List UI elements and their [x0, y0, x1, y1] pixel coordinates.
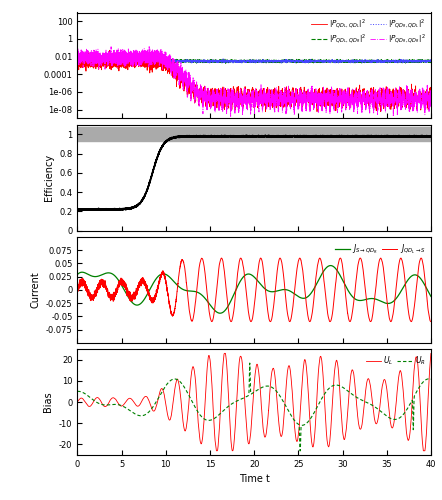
Y-axis label: Bias: Bias — [43, 392, 53, 412]
$J_{QD_L \rightarrow S}$ — [75, 284, 80, 290]
X-axis label: Time t: Time t — [239, 474, 270, 484]
$|P_{QD_L,QD_L}|^2$ — [75, 62, 80, 68]
$|P_{QD_L,QD_R}|^2$ — [299, 59, 305, 65]
Line: $|P_{QD_L,QD_L}|^2$: $|P_{QD_L,QD_L}|^2$ — [77, 50, 431, 112]
$J_{S \rightarrow QD_R}$ — [92, 274, 98, 280]
$|P_{QD_R,QD_R}|^2$ — [203, 93, 208, 99]
$U_R$ — [284, 404, 289, 410]
$|P_{QD_R,QD_L}|^2$ — [92, 56, 98, 62]
$|P_{QD_L,QD_L}|^2$ — [428, 90, 434, 96]
$|P_{QD_R,QD_R}|^2$ — [299, 103, 305, 109]
$J_{QD_L \rightarrow S}$ — [284, 304, 289, 310]
$J_{S \rightarrow QD_R}$ — [299, 295, 305, 301]
$|P_{QD_R,QD_L}|^2$ — [337, 58, 342, 64]
$U_L$ — [75, 399, 80, 405]
$J_{S \rightarrow QD_R}$ — [217, 310, 223, 316]
$U_R$ — [337, 382, 342, 388]
$|P_{QD_L,QD_R}|^2$ — [88, 53, 93, 59]
$|P_{QD_L,QD_R}|^2$ — [92, 56, 98, 62]
$U_R$ — [297, 448, 302, 454]
Line: $J_{S \rightarrow QD_R}$: $J_{S \rightarrow QD_R}$ — [77, 266, 431, 313]
$|P_{QD_L,QD_R}|^2$ — [223, 60, 229, 66]
Line: $U_L$: $U_L$ — [77, 354, 431, 451]
$|P_{QD_R,QD_L}|^2$ — [203, 58, 208, 64]
Y-axis label: Efficiency: Efficiency — [44, 154, 53, 201]
Line: $|P_{QD_L,QD_R}|^2$: $|P_{QD_L,QD_R}|^2$ — [77, 56, 431, 63]
$|P_{QD_L,QD_R}|^2$ — [284, 58, 290, 64]
$U_L$ — [221, 350, 227, 356]
$U_R$ — [247, 360, 252, 366]
$U_R$ — [428, 376, 434, 382]
$|P_{QD_L,QD_L}|^2$ — [299, 100, 305, 106]
$|P_{QD_L,QD_R}|^2$ — [75, 56, 80, 62]
$U_L$ — [428, 350, 434, 356]
$U_R$ — [299, 422, 305, 428]
$|P_{QD_L,QD_L}|^2$ — [107, 48, 112, 54]
$U_R$ — [92, 398, 98, 404]
$J_{S \rightarrow QD_R}$ — [284, 287, 289, 293]
Line: $J_{QD_L \rightarrow S}$: $J_{QD_L \rightarrow S}$ — [77, 258, 431, 322]
$|P_{QD_R,QD_R}|^2$ — [428, 94, 434, 100]
$J_{QD_L \rightarrow S}$ — [268, 318, 273, 324]
$U_R$ — [356, 396, 361, 402]
Y-axis label: Current: Current — [30, 272, 40, 308]
$|P_{QD_L,QD_L}|^2$ — [356, 93, 361, 99]
Line: $U_R$: $U_R$ — [77, 363, 431, 451]
$J_{QD_L \rightarrow S}$ — [92, 292, 98, 298]
$J_{S \rightarrow QD_R}$ — [75, 272, 80, 278]
Legend: $U_L$, $U_R$: $U_L$, $U_R$ — [364, 353, 427, 368]
$U_R$ — [75, 388, 80, 394]
$|P_{QD_R,QD_L}|^2$ — [116, 54, 122, 60]
$|P_{QD_R,QD_R}|^2$ — [337, 86, 342, 91]
$|P_{QD_L,QD_R}|^2$ — [356, 58, 361, 64]
$|P_{QD_L,QD_L}|^2$ — [284, 94, 290, 100]
$U_L$ — [92, 396, 98, 402]
$|P_{QD_R,QD_L}|^2$ — [284, 58, 290, 64]
Line: $|P_{QD_R,QD_R}|^2$: $|P_{QD_R,QD_R}|^2$ — [77, 46, 431, 116]
$J_{QD_L \rightarrow S}$ — [203, 274, 208, 280]
$U_L$ — [356, 420, 361, 426]
$J_{S \rightarrow QD_R}$ — [356, 298, 361, 304]
$U_L$ — [203, 394, 208, 400]
$|P_{QD_R,QD_L}|^2$ — [428, 58, 434, 64]
$|P_{QD_L,QD_L}|^2$ — [263, 108, 268, 114]
$J_{S \rightarrow QD_R}$ — [337, 272, 342, 278]
$U_L$ — [337, 384, 342, 390]
$|P_{QD_R,QD_L}|^2$ — [75, 56, 80, 62]
$U_L$ — [214, 448, 219, 454]
$|P_{QD_L,QD_L}|^2$ — [337, 94, 342, 100]
$|P_{QD_L,QD_L}|^2$ — [203, 93, 208, 99]
$|P_{QD_L,QD_R}|^2$ — [203, 58, 208, 64]
$|P_{QD_L,QD_R}|^2$ — [337, 59, 342, 65]
$J_{QD_L \rightarrow S}$ — [428, 318, 434, 324]
$U_L$ — [284, 377, 290, 383]
$|P_{QD_R,QD_R}|^2$ — [147, 43, 152, 49]
$|P_{QD_L,QD_R}|^2$ — [428, 58, 434, 64]
$J_{QD_L \rightarrow S}$ — [299, 262, 305, 268]
Line: $|P_{QD_R,QD_L}|^2$: $|P_{QD_R,QD_L}|^2$ — [77, 57, 431, 63]
Legend: $J_{S \rightarrow QD_R}$, $J_{QD_L \rightarrow S}$: $J_{S \rightarrow QD_R}$, $J_{QD_L \righ… — [333, 240, 427, 258]
$U_L$ — [299, 382, 305, 388]
$|P_{QD_R,QD_L}|^2$ — [299, 58, 305, 64]
$|P_{QD_R,QD_L}|^2$ — [250, 60, 255, 66]
$|P_{QD_R,QD_R}|^2$ — [284, 96, 289, 102]
$J_{QD_L \rightarrow S}$ — [356, 260, 361, 266]
$|P_{QD_R,QD_L}|^2$ — [356, 58, 361, 64]
$|P_{QD_L,QD_L}|^2$ — [92, 60, 98, 66]
$J_{S \rightarrow QD_R}$ — [328, 262, 333, 268]
Legend: $|P_{QD_L,QD_L}|^2$, $|P_{QD_L,QD_R}|^2$, $|P_{QD_R,QD_L}|^2$, $|P_{QD_R,QD_R}|^: $|P_{QD_L,QD_L}|^2$, $|P_{QD_L,QD_R}|^2$… — [310, 16, 427, 47]
$J_{S \rightarrow QD_R}$ — [428, 294, 434, 300]
$|P_{QD_R,QD_R}|^2$ — [391, 114, 396, 119]
$J_{QD_L \rightarrow S}$ — [378, 255, 383, 261]
$J_{S \rightarrow QD_R}$ — [203, 296, 208, 302]
$U_R$ — [203, 416, 208, 422]
$|P_{QD_R,QD_R}|^2$ — [75, 62, 80, 68]
$|P_{QD_R,QD_R}|^2$ — [356, 96, 361, 102]
$J_{QD_L \rightarrow S}$ — [337, 256, 342, 262]
$|P_{QD_R,QD_R}|^2$ — [92, 49, 98, 55]
